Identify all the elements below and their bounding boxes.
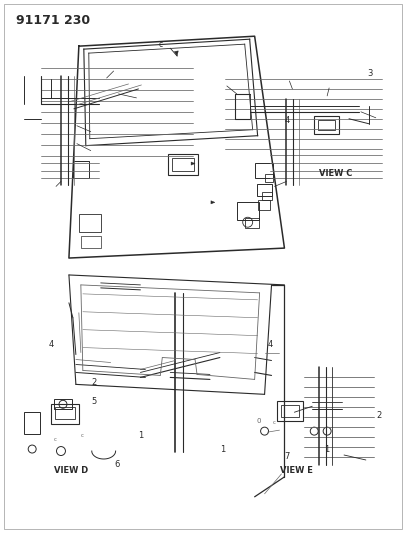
Bar bbox=[73, 160, 89, 179]
Polygon shape bbox=[174, 51, 178, 56]
Bar bbox=[318, 120, 334, 130]
Text: 1: 1 bbox=[324, 445, 329, 454]
Text: 3: 3 bbox=[366, 69, 371, 77]
Bar bbox=[313, 116, 338, 134]
Text: c: c bbox=[158, 39, 162, 49]
Bar bbox=[244, 218, 258, 228]
Bar bbox=[168, 154, 198, 175]
Text: c: c bbox=[81, 433, 84, 438]
Polygon shape bbox=[191, 162, 194, 165]
Text: 6: 6 bbox=[114, 461, 120, 470]
Text: 1: 1 bbox=[138, 431, 143, 440]
Bar bbox=[81, 236, 100, 248]
Text: c: c bbox=[272, 419, 275, 425]
Bar bbox=[277, 401, 303, 421]
Bar bbox=[264, 174, 272, 182]
Bar bbox=[51, 404, 79, 424]
Text: 4: 4 bbox=[266, 340, 272, 349]
Polygon shape bbox=[211, 201, 214, 204]
Text: VIEW C: VIEW C bbox=[318, 169, 352, 178]
Text: 4: 4 bbox=[284, 116, 289, 125]
Bar bbox=[55, 407, 75, 419]
Bar bbox=[54, 399, 72, 409]
Bar bbox=[261, 192, 271, 200]
Bar bbox=[256, 184, 271, 196]
Text: c: c bbox=[54, 437, 57, 442]
Bar bbox=[79, 214, 100, 232]
Text: VIEW E: VIEW E bbox=[279, 466, 312, 475]
Text: 2: 2 bbox=[376, 411, 381, 419]
Text: 7: 7 bbox=[284, 451, 290, 461]
Text: VIEW D: VIEW D bbox=[53, 466, 88, 475]
Text: 91171 230: 91171 230 bbox=[16, 14, 90, 27]
Text: 2: 2 bbox=[92, 378, 97, 387]
Bar bbox=[24, 412, 40, 434]
Text: 4: 4 bbox=[49, 340, 54, 349]
Bar bbox=[236, 203, 258, 220]
Text: 5: 5 bbox=[92, 397, 97, 406]
Text: 0: 0 bbox=[256, 418, 260, 424]
Bar bbox=[172, 158, 194, 172]
Text: 1: 1 bbox=[219, 445, 224, 454]
Bar bbox=[281, 405, 298, 417]
Bar bbox=[257, 200, 269, 211]
Bar bbox=[254, 163, 272, 179]
